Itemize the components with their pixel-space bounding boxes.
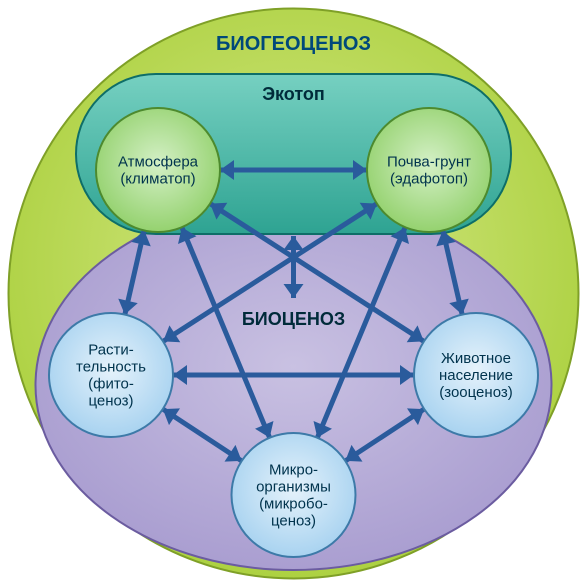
node-plants-label: (фито- (88, 376, 134, 393)
biocenosis: БИОЦЕНОЗ (242, 309, 345, 329)
node-animals-label: Животное (441, 350, 511, 367)
node-atmosphere-label: (климатоп) (120, 171, 195, 188)
node-atmosphere-label: Атмосфера (118, 154, 199, 171)
node-animals-label: (зооценоз) (439, 384, 512, 401)
ecotope: Экотоп (262, 84, 325, 104)
node-microbes-label: Микро- (269, 462, 318, 479)
node-microbes-label: организмы (256, 479, 331, 496)
node-plants-label: тельность (76, 359, 146, 376)
node-plants-label: ценоз) (88, 393, 133, 410)
node-microbes-label: ценоз) (271, 513, 316, 530)
node-soil-label: (эдафотоп) (390, 171, 468, 188)
node-plants-label: Расти- (88, 342, 134, 359)
node-microbes-label: (микробо- (259, 496, 328, 513)
node-animals-label: население (439, 367, 513, 384)
main: БИОГЕОЦЕНОЗ (216, 33, 371, 55)
node-soil-label: Почва-грунт (387, 154, 471, 171)
